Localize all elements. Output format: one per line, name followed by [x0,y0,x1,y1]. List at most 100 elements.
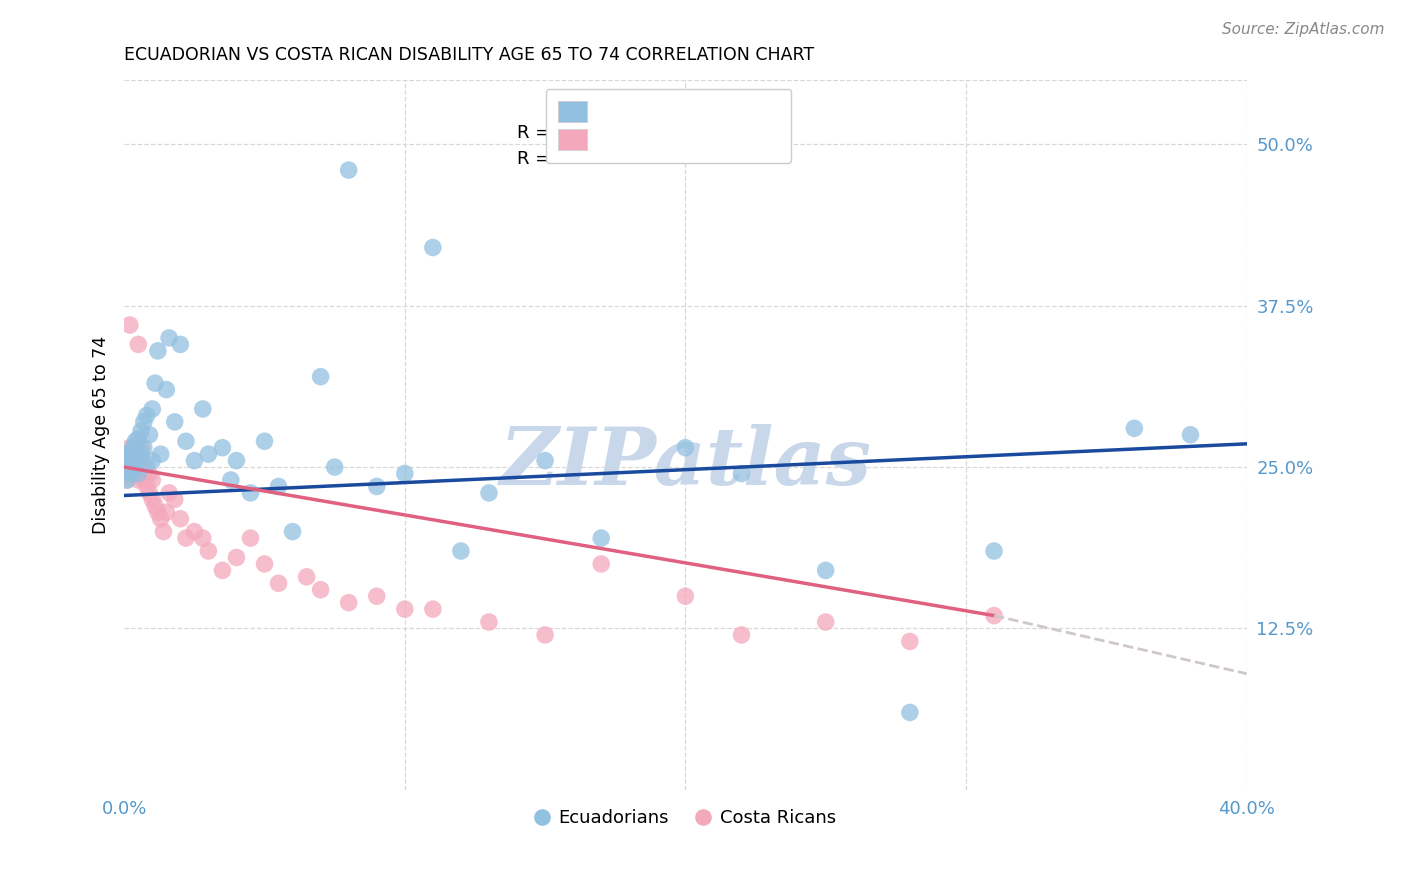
Point [129,441,152,455]
Point [115,460,138,475]
Point [211,563,233,577]
Point [174,434,197,449]
Text: R =: R = [517,150,555,169]
Point [366,479,388,493]
Point [132,415,155,429]
Text: Source: ZipAtlas.com: Source: ZipAtlas.com [1222,22,1385,37]
Point [309,582,332,597]
Point [124,463,146,477]
Point [422,602,444,616]
Point [591,531,613,545]
Point [127,458,149,472]
Text: ECUADORIAN VS COSTA RICAN DISABILITY AGE 65 TO 74 CORRELATION CHART: ECUADORIAN VS COSTA RICAN DISABILITY AGE… [124,46,814,64]
Point [115,473,138,487]
Point [127,432,149,446]
Legend: Ecuadorians, Costa Ricans: Ecuadorians, Costa Ricans [527,802,844,834]
Point [127,467,149,481]
Point [191,401,214,416]
Point [129,447,152,461]
Point [394,467,416,481]
Text: -0.248: -0.248 [561,150,626,169]
Point [115,453,138,467]
Text: N =: N = [621,124,673,142]
Point [124,460,146,475]
Point [141,473,163,487]
Point [124,447,146,461]
Text: 0.083: 0.083 [565,124,628,142]
Point [211,441,233,455]
Point [183,453,205,467]
Point [132,473,155,487]
Point [197,447,219,461]
Point [121,441,143,455]
Point [157,486,180,500]
Point [174,531,197,545]
Point [127,337,149,351]
Point [163,492,186,507]
Point [118,441,141,455]
Point [591,557,613,571]
Text: R =: R = [517,124,555,142]
Point [219,473,242,487]
Point [121,447,143,461]
Point [138,467,160,481]
Point [132,460,155,475]
Point [138,486,160,500]
Point [197,544,219,558]
Point [121,453,143,467]
Point [267,576,290,591]
Text: ZIPatlas: ZIPatlas [499,425,872,502]
Point [239,486,262,500]
Point [141,401,163,416]
Point [253,557,276,571]
Point [155,383,177,397]
Point [118,318,141,332]
Point [129,424,152,438]
Point [149,447,172,461]
Point [898,706,921,720]
Point [295,570,318,584]
Point [121,453,143,467]
Point [309,369,332,384]
Point [534,453,557,467]
Point [281,524,304,539]
Point [135,458,157,472]
Point [138,427,160,442]
Point [239,531,262,545]
Point [115,447,138,461]
Point [337,596,360,610]
Point [478,615,501,629]
Point [127,450,149,464]
Point [898,634,921,648]
Point [115,473,138,487]
Text: N =: N = [621,150,673,169]
Point [135,467,157,481]
Point [118,458,141,472]
Point [141,453,163,467]
Point [118,463,141,477]
Point [118,453,141,467]
Point [673,441,696,455]
Point [143,499,166,513]
Point [225,453,247,467]
Point [983,608,1005,623]
Point [1180,427,1202,442]
Point [323,460,346,475]
Point [983,544,1005,558]
Point [155,505,177,519]
Point [337,163,360,178]
Y-axis label: Disability Age 65 to 74: Disability Age 65 to 74 [93,335,110,533]
Point [146,343,169,358]
Point [146,505,169,519]
Point [814,563,837,577]
Point [478,486,501,500]
Point [169,337,191,351]
Point [115,453,138,467]
Point [730,628,752,642]
Point [115,447,138,461]
Point [169,512,191,526]
Point [124,434,146,449]
Point [534,628,557,642]
Point [163,415,186,429]
Point [127,473,149,487]
